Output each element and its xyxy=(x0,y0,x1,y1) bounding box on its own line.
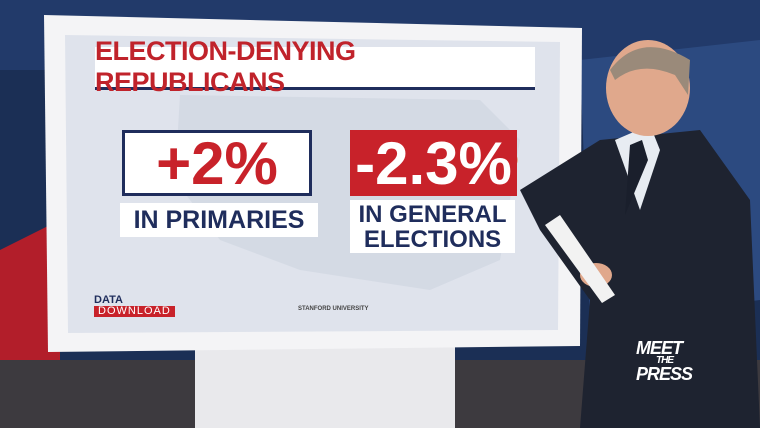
primary-caption: IN PRIMARIES xyxy=(120,203,318,237)
general-caption: IN GENERAL ELECTIONS xyxy=(350,200,515,253)
logo-line: PRESS xyxy=(636,364,693,384)
source: STANFORD UNIVERSITY xyxy=(298,306,369,312)
primary-figure: +2% xyxy=(122,130,312,197)
segment-line: DATA xyxy=(94,294,123,306)
logo-line: MEET xyxy=(636,338,683,358)
title: ELECTION-DENYING REPUBLICANS xyxy=(95,36,535,97)
caption-line: ELECTIONS xyxy=(363,225,502,253)
caption-line: IN GENERAL xyxy=(358,200,507,228)
general-figure: -2.3% xyxy=(350,130,517,197)
show-logo: MEET THE PRESS xyxy=(636,338,693,384)
segment-line: DOWNLOAD xyxy=(94,306,175,317)
segment-label: DATA DOWNLOAD xyxy=(94,295,175,317)
logo-line: THE xyxy=(656,355,674,366)
